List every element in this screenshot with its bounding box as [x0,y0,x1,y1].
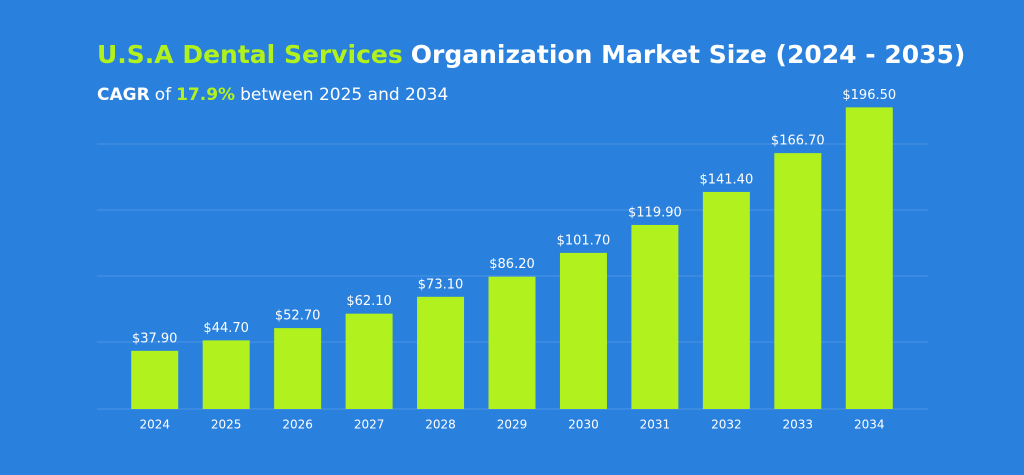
value-label: $86.20 [489,257,535,272]
bar [202,340,250,409]
x-tick-label: 2024 [139,418,170,432]
x-tick-label: 2029 [497,418,528,432]
x-tick-label: 2033 [783,418,814,432]
x-tick-label: 2027 [354,418,385,432]
bar [131,350,179,409]
value-label: $166.70 [771,134,825,149]
subtitle-part: of [155,85,172,105]
subtitle-part: CAGR [97,85,150,105]
value-label: $141.40 [699,172,753,187]
x-tick-label: 2026 [282,418,313,432]
value-label: $52.70 [275,309,321,324]
subtitle-part: 17.9% [176,85,235,105]
x-tick-label: 2031 [640,418,671,432]
x-tick-label: 2034 [854,418,885,432]
subtitle-part: between 2025 and 2034 [240,85,448,105]
x-tick-label: 2030 [568,418,599,432]
value-label: $37.90 [132,331,178,346]
value-label: $44.70 [203,321,249,336]
value-label: $73.10 [418,277,464,292]
bar [702,191,750,409]
bar [631,224,679,409]
x-tick-label: 2025 [211,418,242,432]
x-tick-label: 2032 [711,418,742,432]
chart-title: U.S.A Dental Services Organization Market… [97,40,965,69]
bar [345,313,393,409]
bar [274,328,322,409]
value-label: $101.70 [557,233,611,248]
chart-subtitle: CAGR of 17.9% between 2025 and 2034 [97,85,448,105]
bar [774,153,822,409]
value-label: $196.50 [842,88,896,103]
value-label: $62.10 [346,294,392,309]
bar [488,276,536,409]
title-part: Organization Market Size (2024 - 2035) [411,40,966,69]
bar [417,296,465,409]
bar [845,107,893,409]
title-part: U.S.A Dental Services [97,40,403,69]
value-label: $119.90 [628,205,682,220]
bar [559,252,607,409]
x-tick-label: 2028 [425,418,456,432]
